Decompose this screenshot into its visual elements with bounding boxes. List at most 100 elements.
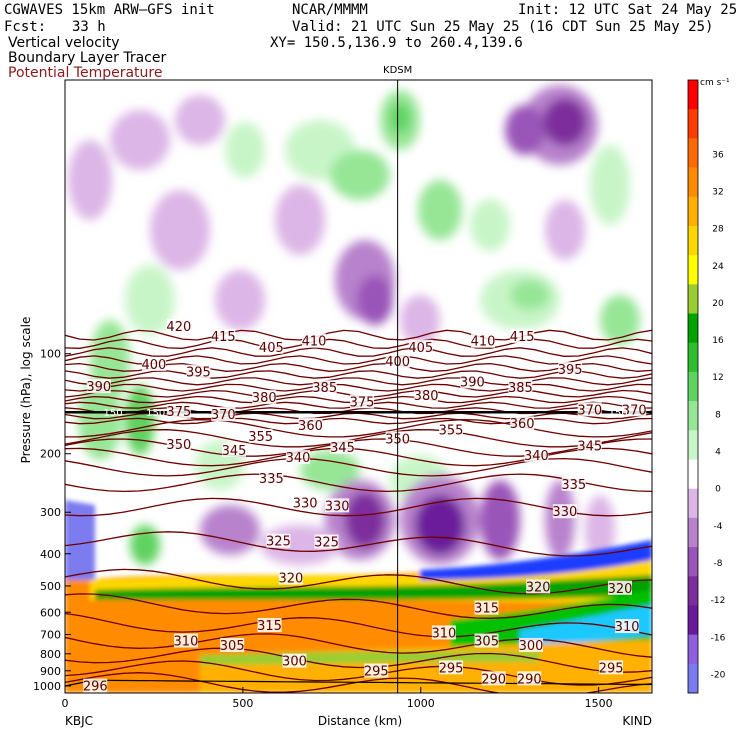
theta-label-51: 300 (282, 655, 307, 670)
theta-label-bg-13 (460, 374, 485, 389)
theta-label-0: 420 (166, 320, 191, 335)
theta-label-bg-8 (141, 356, 166, 371)
theta-label-30: 345 (577, 439, 602, 454)
theta-label-bg-45 (173, 633, 198, 648)
theta-label-bg-30 (577, 438, 602, 453)
theta-contour-26 (65, 647, 652, 673)
colorbar-frame (687, 79, 699, 694)
theta-label-11: 395 (558, 363, 583, 378)
plot-frame (64, 79, 653, 694)
theta-label-7: 415 (510, 330, 535, 345)
y-tick-label-0: 100 (40, 348, 61, 361)
theta-contour-21 (65, 531, 652, 557)
model-title: CGWAVES 15km ARW—GFS init (4, 2, 215, 18)
theta-label-bg-12 (312, 380, 337, 395)
y-axis-title: Pressure (hPa), log scale (19, 317, 33, 464)
theta-label-bg-3 (302, 333, 327, 348)
theta-label-15: 380 (252, 391, 277, 406)
theta-label-40: 320 (278, 572, 303, 587)
y-tick-label-2: 300 (40, 506, 61, 519)
x-axis-title: Distance (km) (318, 714, 402, 728)
theta-label-bg-31 (286, 450, 311, 465)
theta-label-3: 410 (302, 335, 327, 350)
terrain-line (65, 679, 652, 687)
theta-label-24: 360 (510, 417, 535, 432)
field-potential-temperature: Potential Temperature (8, 65, 163, 81)
colorbar-label-6: 4 (715, 448, 721, 458)
theta-label-bg-2 (259, 339, 284, 354)
colorbar-swatch-19 (688, 634, 698, 665)
xy-coordinates: XY= 150.5,136.9 to 260.4,139.6 (270, 35, 523, 51)
theta-contour-16 (65, 438, 652, 457)
theta-label-54: 295 (599, 661, 624, 676)
shaded-fields (65, 80, 652, 693)
colorbar-label-4: -4 (714, 522, 723, 532)
theta-label-bg-36 (325, 498, 350, 513)
station-label-kind: KIND (622, 714, 652, 728)
x-tick-label-0: 0 (62, 697, 69, 710)
theta-label-bg-48 (474, 633, 499, 648)
colorbar-swatch-14 (688, 488, 698, 519)
theta-label-bg-22 (298, 417, 323, 432)
colorbar-swatch-0 (688, 80, 698, 110)
theta-label-57: 290 (517, 672, 542, 687)
theta-label-bg-57 (517, 671, 542, 686)
theta-label-bg-19 (211, 407, 236, 422)
colorbar-label-12: 28 (712, 225, 724, 235)
theta-contour-11 (65, 407, 652, 415)
theta-label-bg-54 (599, 660, 624, 675)
theta-label-bg-25 (248, 428, 273, 443)
theta-contour-24 (65, 612, 652, 638)
field-vertical-velocity: Vertical velocity (8, 35, 120, 51)
theta-label-10: 390 (86, 380, 111, 395)
theta-label-45: 310 (174, 635, 199, 650)
station-label-kdsm: KDSM (383, 65, 412, 76)
tropopause-label-2: 150 (609, 408, 628, 419)
theta-label-56: 290 (481, 672, 506, 687)
theta-label-bg-33 (259, 470, 284, 485)
y-tick-label-4: 500 (40, 580, 61, 593)
theta-label-bg-38 (266, 533, 291, 548)
theta-label-31: 340 (286, 451, 311, 466)
theta-label-23: 355 (439, 423, 464, 438)
theta-contour-14 (65, 419, 652, 438)
theta-label-bg-26 (166, 436, 191, 451)
theta-contour-25 (65, 633, 652, 658)
theta-label-bg-27 (221, 442, 246, 457)
colorbar-swatch-4 (688, 196, 698, 227)
colorbar-swatch-8 (688, 313, 698, 344)
potential-temperature-contours (65, 329, 652, 693)
theta-label-49: 310 (615, 620, 640, 635)
theta-label-bg-7 (510, 328, 535, 343)
colorbar: -20 -16 -12 -8 -4 0 4 8 12 16 20 24 28 32 36 (687, 79, 726, 694)
theta-label-bg-42 (607, 580, 632, 595)
theta-label-53: 295 (439, 661, 464, 676)
theta-label-34: 335 (561, 478, 586, 493)
colorbar-label-13: 32 (712, 187, 723, 197)
y-tick-label-3: 400 (40, 548, 61, 561)
colorbar-swatch-18 (688, 605, 698, 636)
theta-label-20: 370 (577, 403, 602, 418)
colorbar-swatch-12 (688, 430, 698, 460)
colorbar-label-2: -12 (711, 596, 726, 606)
theta-label-bg-56 (481, 671, 506, 686)
valid-time: Valid: 21 UTC Sun 25 May 25 (16 CDT Sun … (292, 19, 714, 35)
theta-label-bg-5 (408, 339, 433, 354)
theta-label-bg-17 (414, 387, 439, 402)
y-tick-label-7: 800 (40, 648, 61, 661)
theta-contour-7 (65, 383, 652, 392)
theta-contour-1 (65, 338, 652, 349)
theta-label-bg-1 (211, 328, 236, 343)
theta-label-16: 375 (350, 395, 375, 410)
theta-label-bg-51 (282, 653, 307, 668)
y-tick-label-9: 1000 (33, 680, 61, 693)
colorbar-label-0: -20 (711, 670, 726, 680)
theta-label-39: 325 (314, 536, 339, 551)
boundary-layer-shading (65, 500, 652, 693)
theta-label-bg-34 (561, 476, 586, 491)
theta-label-22: 360 (298, 419, 323, 434)
theta-label-2: 405 (259, 341, 284, 356)
theta-label-9: 395 (186, 366, 211, 381)
